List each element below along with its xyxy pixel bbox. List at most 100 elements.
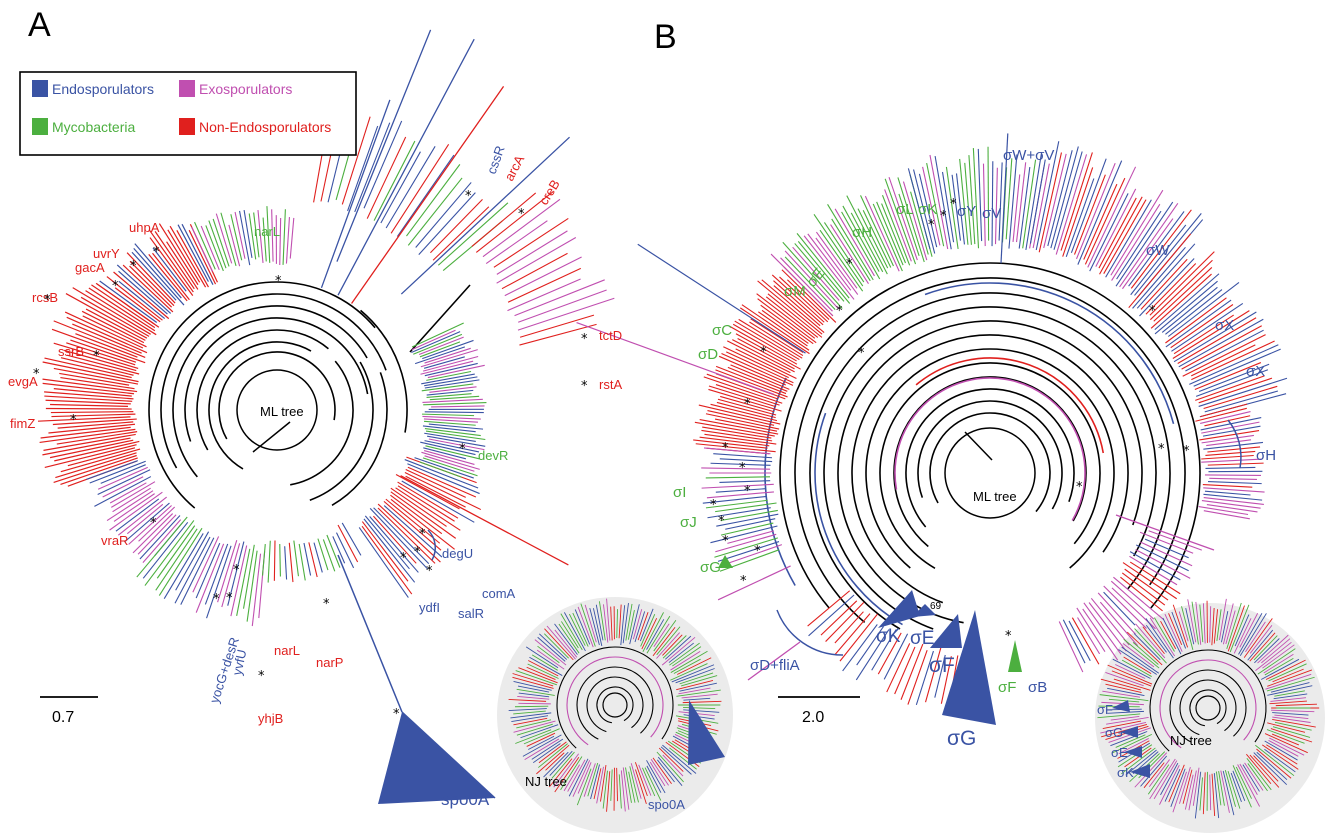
panel-b-letter: B: [654, 18, 677, 56]
sigma-label-g-myco: σG: [700, 559, 721, 576]
legend-label: Endosporulators: [52, 81, 154, 97]
sigma-label-w: σW: [1146, 242, 1170, 259]
gene-label-rstA: rstA: [599, 377, 622, 392]
panel-a-tree-label: ML tree: [260, 404, 304, 419]
sigma-label-m: σM: [784, 283, 806, 300]
bootstrap-star: *: [760, 345, 767, 360]
sigma-label-i: σI: [673, 484, 686, 501]
sigma-label-x-1: σX: [1215, 317, 1234, 334]
bootstrap-star: *: [1076, 480, 1083, 495]
gene-label-uvrY: uvrY: [93, 246, 120, 261]
inset-b-sigma-e-clade: [1124, 746, 1142, 758]
gene-label-fimZ: fimZ: [10, 416, 35, 431]
sigma-label-d: σD: [698, 346, 718, 363]
gene-label-comA: comA: [482, 586, 516, 601]
gene-label-vraR: vraR: [101, 533, 128, 548]
inset-b-sigma-g-clade: [1120, 726, 1138, 738]
gene-label-salR: salR: [458, 606, 484, 621]
sigma-g-myco-clade: [718, 555, 733, 568]
bootstrap-star: *: [419, 527, 426, 542]
panel-b-tree-label: ML tree: [973, 489, 1017, 504]
sigma-label-k-myco: σK: [918, 201, 937, 218]
gene-label-yvfU: yvfU: [229, 648, 249, 677]
bootstrap-star: *: [718, 514, 725, 529]
legend-swatch: [32, 118, 48, 135]
sigma-label-h-myco: σH: [852, 224, 872, 241]
panel-b-inset-background: [1095, 603, 1325, 833]
panel-a-tree-backbone: [148, 281, 471, 509]
bootstrap-star: *: [233, 563, 240, 578]
sigma-label-f: σF: [929, 654, 955, 677]
bootstrap-stars: ********************* *******************…: [33, 189, 1190, 722]
gene-label-narL-myco: narL: [254, 224, 280, 239]
bootstrap-star: *: [950, 197, 957, 212]
gene-label-ssrB: ssrB: [58, 344, 84, 359]
legend-swatch: [32, 80, 48, 97]
sigma-label-j: σJ: [680, 514, 697, 531]
gene-label-ydfI: ydfI: [419, 600, 440, 615]
panel-a-root-branch: [252, 421, 291, 453]
legend-label: Non-Endosporulators: [199, 119, 331, 135]
bootstrap-star: *: [744, 484, 751, 499]
bootstrap-star: *: [928, 218, 935, 233]
bootstrap-star: *: [112, 279, 119, 294]
spo0a-collapsed-clade: [378, 712, 495, 804]
bootstrap-star: *: [275, 274, 282, 289]
gene-label-evgA: evgA: [8, 374, 38, 389]
bootstrap-star: *: [722, 534, 729, 549]
bootstrap-star: *: [70, 413, 77, 428]
bootstrap-star: *: [426, 564, 433, 579]
spo0a-branch: [337, 554, 403, 713]
bootstrap-star: *: [744, 397, 751, 412]
sigma-label-d-flia: σD+fliA: [750, 657, 800, 674]
bootstrap-star: *: [1005, 629, 1012, 644]
panel-b-sigma-labels: σW+σV σV σW σX σX σH σY σL σK σH σE σM σ…: [673, 147, 1276, 780]
gene-label-rcsB: rcsB: [32, 290, 58, 305]
sigma-f-myco-clade: [1008, 640, 1022, 672]
bootstrap-star: *: [858, 346, 865, 361]
bootstrap-star: *: [722, 441, 729, 456]
panel-b-tree-backbone: [779, 262, 1201, 630]
bootstrap-star: *: [581, 379, 588, 394]
bootstrap-star: *: [459, 442, 466, 457]
sigma-g-clade: [942, 610, 996, 725]
bootstrap-star: *: [213, 592, 220, 607]
bootstrap-star: *: [150, 516, 157, 531]
bootstrap-star: *: [739, 461, 746, 476]
degu-bracket: [427, 529, 437, 561]
bootstrap-star: *: [710, 498, 717, 513]
sigma-d-flia-bracket: [776, 609, 844, 656]
gene-label-gacA: gacA: [75, 260, 105, 275]
legend-label: Mycobacteria: [52, 119, 135, 135]
bootstrap-star: *: [1149, 304, 1156, 319]
bootstrap-star: *: [581, 332, 588, 347]
bootstrap-star: *: [130, 259, 137, 274]
bootstrap-star: *: [836, 304, 843, 319]
bootstrap-star: *: [1183, 444, 1190, 459]
legend-label: Exosporulators: [199, 81, 292, 97]
sigma-label-y: σY: [957, 203, 976, 220]
panel-a-gene-labels: uhpA uvrY gacA rcsB ssrB evgA fimZ vraR …: [8, 144, 685, 812]
bootstrap-star: *: [1158, 442, 1165, 457]
panel-b-outlier-branch: [747, 641, 801, 681]
panel-a-tree-branches: [37, 29, 615, 627]
inset-b-sigma-k-clade: [1130, 764, 1150, 778]
gene-label-devR: devR: [478, 448, 508, 463]
bootstrap-star: *: [258, 669, 265, 684]
gene-label-narP: narP: [316, 655, 343, 670]
inset-b-sigma-f-clade: [1112, 700, 1130, 712]
legend: Endosporulators Exosporulators Mycobacteri…: [32, 80, 331, 135]
bootstrap-star: *: [940, 209, 947, 224]
gene-label-tctD: tctD: [599, 328, 622, 343]
inset-b-sigma-label-g: σG: [1105, 725, 1123, 740]
bootstrap-star: *: [153, 245, 160, 260]
sigma-k-clade: [878, 590, 920, 628]
bootstrap-star: *: [465, 189, 472, 204]
bootstrap-star: *: [226, 591, 233, 606]
sigma-h-bracket: [1227, 419, 1242, 469]
bootstrap-star: *: [400, 551, 407, 566]
sigma-label-c: σC: [712, 322, 732, 339]
bootstrap-star: *: [33, 367, 40, 382]
legend-swatch: [179, 80, 195, 97]
